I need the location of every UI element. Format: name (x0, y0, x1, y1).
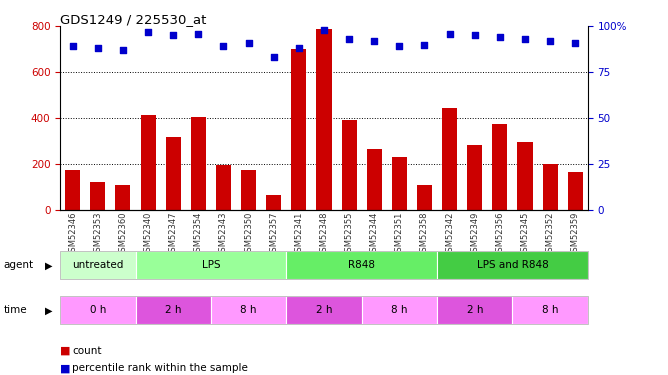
Point (520, 36, 530, 42)
Text: 2 h: 2 h (466, 305, 483, 315)
Point (494, 34, 505, 40)
Text: 8 h: 8 h (391, 305, 407, 315)
Point (470, 33, 480, 39)
Point (545, 38, 556, 44)
Bar (140, 115, 156, 210)
Bar (191, 117, 206, 210)
Point (369, 38, 379, 44)
Bar (417, 185, 432, 210)
Point (193, 31, 204, 37)
Text: ▶: ▶ (45, 305, 53, 315)
Text: time: time (3, 305, 27, 315)
Point (67, 44, 78, 50)
Point (218, 44, 229, 50)
Bar (216, 165, 231, 210)
Bar (542, 164, 558, 210)
Text: R848: R848 (348, 260, 375, 270)
Point (319, 27, 329, 33)
Bar (367, 149, 382, 210)
Text: count: count (72, 346, 102, 355)
Text: ■: ■ (60, 346, 71, 355)
Bar (266, 195, 281, 210)
Point (444, 31, 455, 37)
Point (293, 45, 304, 51)
Bar (291, 49, 307, 210)
Bar (442, 108, 457, 210)
Bar (166, 136, 181, 210)
Point (344, 36, 355, 42)
Bar (341, 120, 357, 210)
Text: ■: ■ (60, 363, 71, 373)
Text: GDS1249 / 225530_at: GDS1249 / 225530_at (60, 13, 206, 26)
Point (143, 29, 154, 35)
Bar (116, 185, 130, 210)
Text: 8 h: 8 h (542, 305, 558, 315)
Text: 2 h: 2 h (165, 305, 182, 315)
Point (419, 42, 430, 48)
Text: untreated: untreated (72, 260, 124, 270)
Text: 8 h: 8 h (240, 305, 257, 315)
Bar (568, 172, 582, 210)
Point (92, 45, 103, 51)
Point (243, 40, 254, 46)
Text: 2 h: 2 h (316, 305, 332, 315)
Point (394, 44, 405, 50)
Point (118, 47, 128, 53)
Bar (241, 170, 256, 210)
Point (570, 40, 580, 46)
Text: LPS: LPS (202, 260, 220, 270)
Point (168, 33, 178, 39)
Text: agent: agent (3, 260, 33, 270)
Text: percentile rank within the sample: percentile rank within the sample (72, 363, 248, 373)
Bar (317, 28, 331, 210)
Bar (65, 170, 80, 210)
Bar (90, 183, 106, 210)
Bar (492, 124, 508, 210)
Bar (518, 142, 532, 210)
Text: 0 h: 0 h (90, 305, 106, 315)
Text: ▶: ▶ (45, 260, 53, 270)
Text: LPS and R848: LPS and R848 (476, 260, 548, 270)
Bar (392, 157, 407, 210)
Point (269, 54, 279, 60)
Bar (467, 144, 482, 210)
